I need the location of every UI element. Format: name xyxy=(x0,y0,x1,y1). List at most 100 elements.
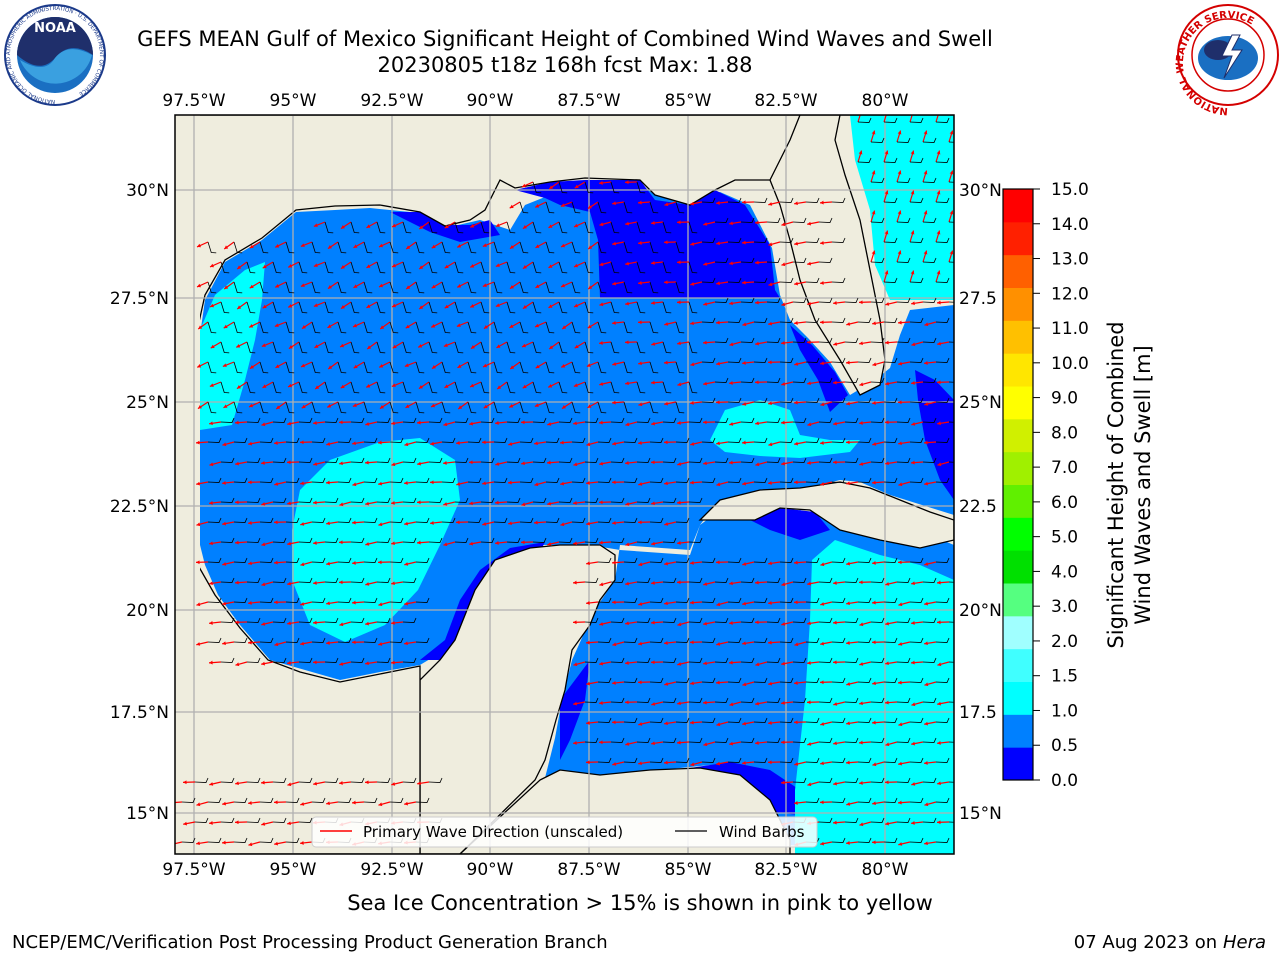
wind-barb xyxy=(272,657,287,663)
wave-arrow-head xyxy=(561,364,566,368)
wind-barb xyxy=(727,437,742,443)
wind-barb xyxy=(389,797,404,803)
wave-arrow-head xyxy=(301,404,306,409)
wind-barb xyxy=(506,341,516,354)
wave-arrow-head xyxy=(885,742,890,747)
wind-barb xyxy=(636,737,651,743)
wave-arrow-head xyxy=(859,300,863,305)
wave-arrow-head xyxy=(287,421,292,426)
wave-arrow-head xyxy=(197,364,202,368)
wave-arrow-head xyxy=(924,440,928,445)
wave-arrow-head xyxy=(535,364,540,369)
wind-barb xyxy=(883,317,898,323)
wind-barb xyxy=(428,417,443,423)
wind-barb xyxy=(246,301,256,314)
wind-barb xyxy=(623,477,638,483)
wind-barb xyxy=(441,281,451,294)
wind-barb xyxy=(363,637,378,643)
wind-barb xyxy=(181,797,196,803)
wave-arrow-head xyxy=(495,500,499,505)
wave-arrow-head xyxy=(690,401,694,405)
wind-barb xyxy=(220,457,235,463)
wave-arrow-head xyxy=(716,320,720,325)
wave-arrow-head xyxy=(807,661,811,665)
lat-tick-left: 22.5°N xyxy=(110,497,169,517)
wave-arrow-head xyxy=(716,241,720,246)
wind-barb xyxy=(454,261,464,274)
colorbar-tick-label: 6.0 xyxy=(1051,493,1078,513)
wave-arrow-head xyxy=(469,541,474,546)
wave-arrow-head xyxy=(820,241,824,245)
wind-barb xyxy=(467,517,482,523)
wind-barb xyxy=(857,597,872,603)
wind-barb xyxy=(285,797,300,803)
wind-barb xyxy=(649,321,659,334)
wind-barb xyxy=(246,657,261,663)
wind-barb xyxy=(415,597,430,603)
wind-barb xyxy=(792,657,807,663)
wave-arrow-head xyxy=(522,225,527,229)
wind-barb xyxy=(389,401,399,414)
wave-arrow-head xyxy=(235,620,239,625)
wave-arrow-head xyxy=(599,382,604,386)
wind-barb xyxy=(506,301,516,314)
wave-arrow-head xyxy=(404,521,409,526)
low-wave-region-campeche xyxy=(560,660,590,760)
wave-arrow-head xyxy=(261,622,266,626)
wave-arrow-head xyxy=(339,420,343,425)
wave-arrow-head xyxy=(755,421,759,426)
wind-barb xyxy=(285,401,295,414)
wind-barb xyxy=(311,241,321,254)
wind-barb xyxy=(727,477,742,483)
wind-barb xyxy=(636,181,646,194)
wind-barb xyxy=(922,777,937,783)
wind-barb xyxy=(350,261,360,274)
wave-arrow-head xyxy=(911,422,916,426)
wave-arrow-head xyxy=(560,203,565,207)
wave-arrow-head xyxy=(859,822,864,827)
footer-credit: NCEP/EMC/Verification Post Processing Pr… xyxy=(12,932,608,953)
wind-barb xyxy=(636,301,646,314)
wave-arrow-head xyxy=(262,384,267,388)
colorbar-tick-label: 7.0 xyxy=(1051,458,1078,478)
wave-arrow-head xyxy=(340,305,345,309)
wind-barb xyxy=(870,417,885,423)
lon-tick-top: 85°W xyxy=(665,91,712,111)
wave-arrow-head xyxy=(599,420,603,425)
wind-barb xyxy=(766,337,781,343)
wind-barb xyxy=(311,401,321,414)
wave-arrow-head xyxy=(235,820,239,825)
wind-barb xyxy=(935,157,950,163)
lat-tick-right: 22.5 xyxy=(959,497,997,517)
wind-barb xyxy=(350,457,365,463)
wave-arrow-head xyxy=(560,522,565,527)
wind-barb xyxy=(766,257,781,263)
wave-arrow-head xyxy=(820,602,825,606)
wind-barb xyxy=(909,757,924,763)
wave-arrow-head xyxy=(716,602,721,607)
wave-arrow-head xyxy=(755,220,759,225)
wave-arrow-head xyxy=(625,301,630,306)
wave-arrow-head xyxy=(391,501,395,505)
wave-arrow-head xyxy=(599,181,603,185)
wind-barb xyxy=(233,837,248,843)
wave-arrow-head xyxy=(340,384,345,389)
wave-arrow-head xyxy=(365,422,370,426)
wind-barb xyxy=(623,597,638,603)
wind-barb xyxy=(337,597,352,603)
wave-arrow-head xyxy=(183,780,187,785)
wave-arrow-head xyxy=(300,562,305,567)
wind-barb xyxy=(675,677,690,683)
wind-barb xyxy=(662,697,677,703)
wind-barb xyxy=(376,261,386,274)
wind-barb xyxy=(870,617,885,623)
wave-arrow-head xyxy=(742,240,746,245)
wave-arrow-head xyxy=(521,461,525,466)
wind-barb xyxy=(467,321,477,334)
wave-arrow-head xyxy=(274,642,279,647)
wind-barb xyxy=(831,477,846,483)
wave-arrow-head xyxy=(391,581,395,586)
wave-arrow-head xyxy=(781,582,786,587)
wind-barb xyxy=(714,577,729,583)
wind-barb xyxy=(246,577,261,583)
